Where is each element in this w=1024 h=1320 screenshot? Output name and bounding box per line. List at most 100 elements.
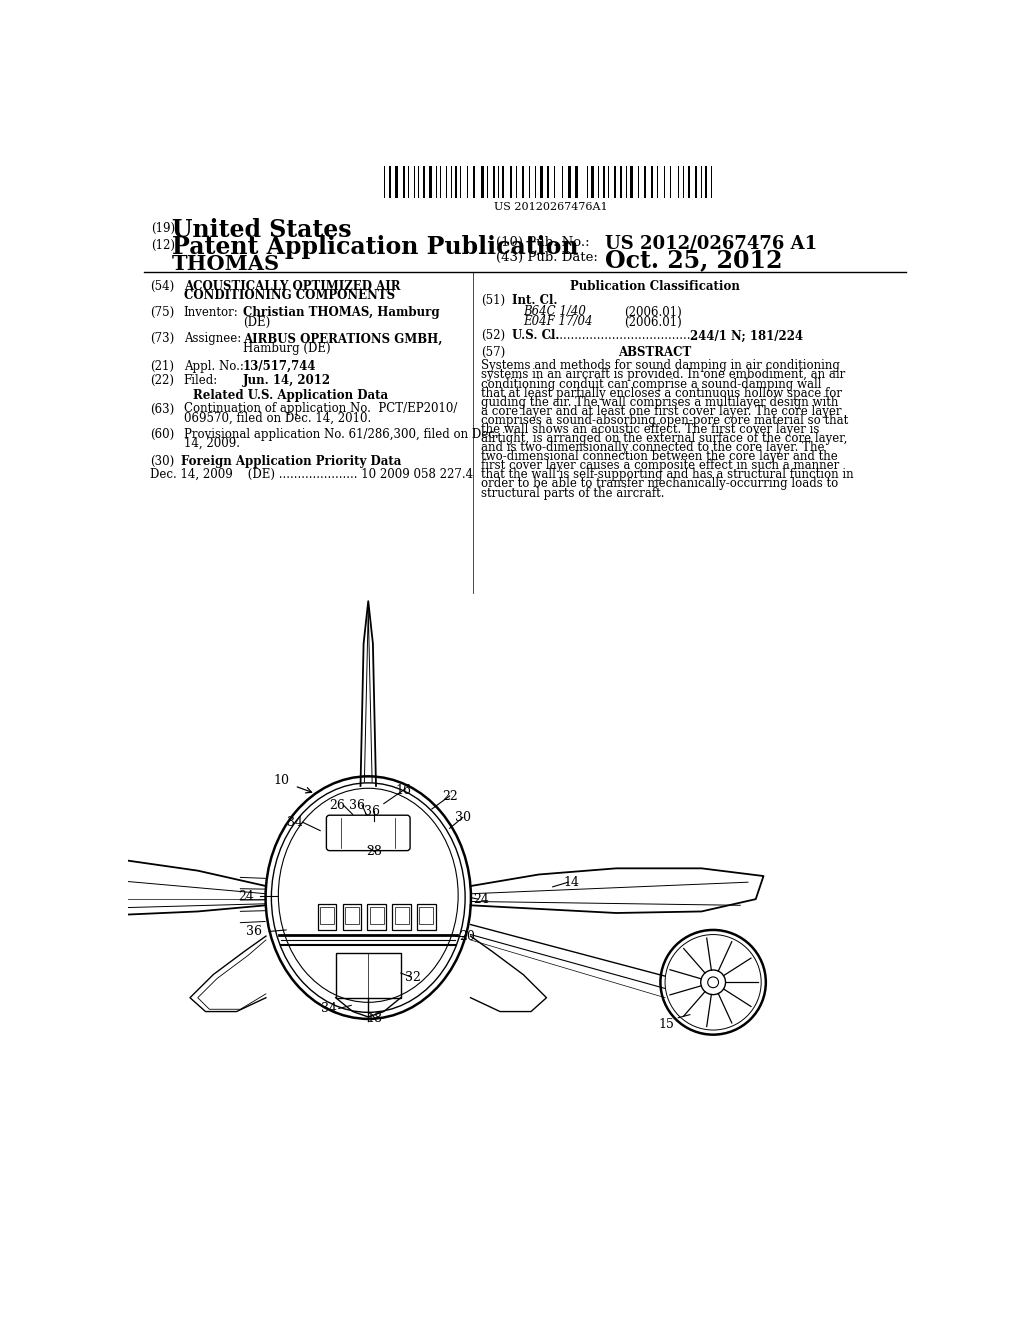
Text: Oct. 25, 2012: Oct. 25, 2012 [604,248,782,272]
Text: 24: 24 [473,892,488,906]
Text: 069570, filed on Dec. 14, 2010.: 069570, filed on Dec. 14, 2010. [183,412,371,425]
Text: 36: 36 [246,925,261,939]
Text: ........................................: ........................................ [549,330,698,342]
Text: US 2012/0267476 A1: US 2012/0267476 A1 [604,235,817,252]
Bar [345,907,359,924]
Text: 20: 20 [460,929,475,942]
Text: order to be able to transfer mechanically-occurring loads to: order to be able to transfer mechanicall… [480,478,838,491]
Bar [429,166,432,198]
Text: THOMAS: THOMAS [172,253,281,273]
Text: 18: 18 [367,1011,382,1024]
Text: 244/1 N; 181/224: 244/1 N; 181/224 [690,330,803,342]
Text: Assignee:: Assignee: [183,333,241,346]
Text: 28: 28 [367,845,382,858]
Bar [528,166,530,198]
Bar [467,166,468,198]
Text: 16: 16 [396,784,412,797]
Text: Patent Application Publication: Patent Application Publication [172,235,579,260]
Text: and is two-dimensionally connected to the core layer. The: and is two-dimensionally connected to th… [480,441,824,454]
Bar [455,166,457,198]
Text: (63): (63) [150,403,174,416]
Text: 36: 36 [365,805,380,818]
Text: Appl. No.:: Appl. No.: [183,360,244,374]
Text: 14, 2009.: 14, 2009. [183,437,240,450]
Bar [403,166,406,198]
Text: (DE): (DE) [243,315,270,329]
Bar [695,166,697,198]
Text: 13/517,744: 13/517,744 [243,360,316,374]
Bar [630,166,633,198]
Text: CONDITIONING COMPONENTS: CONDITIONING COMPONENTS [183,289,395,302]
Bar [321,907,334,924]
Bar [493,166,496,198]
Text: AIRBUS OPERATIONS GMBH,: AIRBUS OPERATIONS GMBH, [243,333,442,346]
Text: (54): (54) [150,280,174,293]
Bar [481,166,483,198]
Text: (22): (22) [150,374,174,387]
Text: that at least partially encloses a continuous hollow space for: that at least partially encloses a conti… [480,387,842,400]
Text: conditioning conduit can comprise a sound-damping wall: conditioning conduit can comprise a soun… [480,378,821,391]
Bar [392,904,411,929]
Bar [502,166,504,198]
Text: (12): (12) [152,239,175,252]
Text: 32: 32 [406,970,421,983]
Bar [389,166,391,198]
Text: 34: 34 [287,816,303,829]
Text: ABSTRACT: ABSTRACT [618,346,691,359]
Text: 30: 30 [455,812,471,825]
Bar [417,904,435,929]
Bar [603,166,604,198]
Text: Provisional application No. 61/286,300, filed on Dec.: Provisional application No. 61/286,300, … [183,428,499,441]
Bar [568,166,570,198]
Bar [486,166,488,198]
Text: Filed:: Filed: [183,374,218,387]
Text: (30): (30) [150,455,174,467]
Bar [394,907,409,924]
Text: Systems and methods for sound damping in air conditioning: Systems and methods for sound damping in… [480,359,840,372]
Bar [510,166,512,198]
Text: (21): (21) [150,360,174,374]
Bar [418,166,420,198]
Text: (2006.01): (2006.01) [624,305,682,318]
Text: (2006.01): (2006.01) [624,315,682,329]
Text: (52): (52) [480,330,505,342]
Bar [687,166,690,198]
Bar [395,166,397,198]
Text: Foreign Application Priority Data: Foreign Application Priority Data [180,455,401,467]
Text: (60): (60) [150,428,174,441]
Bar [626,166,627,198]
Text: B64C 1/40: B64C 1/40 [523,305,586,318]
Text: (75): (75) [150,306,174,319]
Bar [587,166,589,198]
Bar [423,166,425,198]
Bar [541,166,543,198]
Bar [683,166,684,198]
Text: guiding the air. The wall comprises a multilayer design with: guiding the air. The wall comprises a mu… [480,396,838,409]
Text: United States: United States [172,218,352,243]
Bar [420,907,433,924]
Text: two-dimensional connection between the core layer and the: two-dimensional connection between the c… [480,450,838,463]
Text: Dec. 14, 2009    (DE) ..................... 10 2009 058 227.4: Dec. 14, 2009 (DE) .....................… [150,469,473,480]
Text: that the wall is self-supporting and has a structural function in: that the wall is self-supporting and has… [480,469,853,482]
Bar [651,166,652,198]
Text: Int. Cl.: Int. Cl. [512,294,557,308]
Bar [336,953,400,998]
Text: (57): (57) [480,346,505,359]
Text: first cover layer causes a composite effect in such a manner: first cover layer causes a composite eff… [480,459,839,473]
Text: E04F 17/04: E04F 17/04 [523,315,593,329]
Bar [575,166,578,198]
Bar [705,166,707,198]
Text: systems in an aircraft is provided. In one embodiment, an air: systems in an aircraft is provided. In o… [480,368,845,381]
Text: 10: 10 [273,775,290,788]
Bar [644,166,646,198]
Text: 15: 15 [658,1018,675,1031]
Bar [711,166,713,198]
Bar [547,166,549,198]
Text: airtight, is arranged on the external surface of the core layer,: airtight, is arranged on the external su… [480,432,847,445]
Bar [522,166,524,198]
Text: the wall shows an acoustic effect. The first cover layer is: the wall shows an acoustic effect. The f… [480,422,819,436]
Text: 24: 24 [238,890,254,903]
Bar [515,166,517,198]
Text: 36: 36 [349,799,366,812]
Text: (19): (19) [152,222,175,235]
